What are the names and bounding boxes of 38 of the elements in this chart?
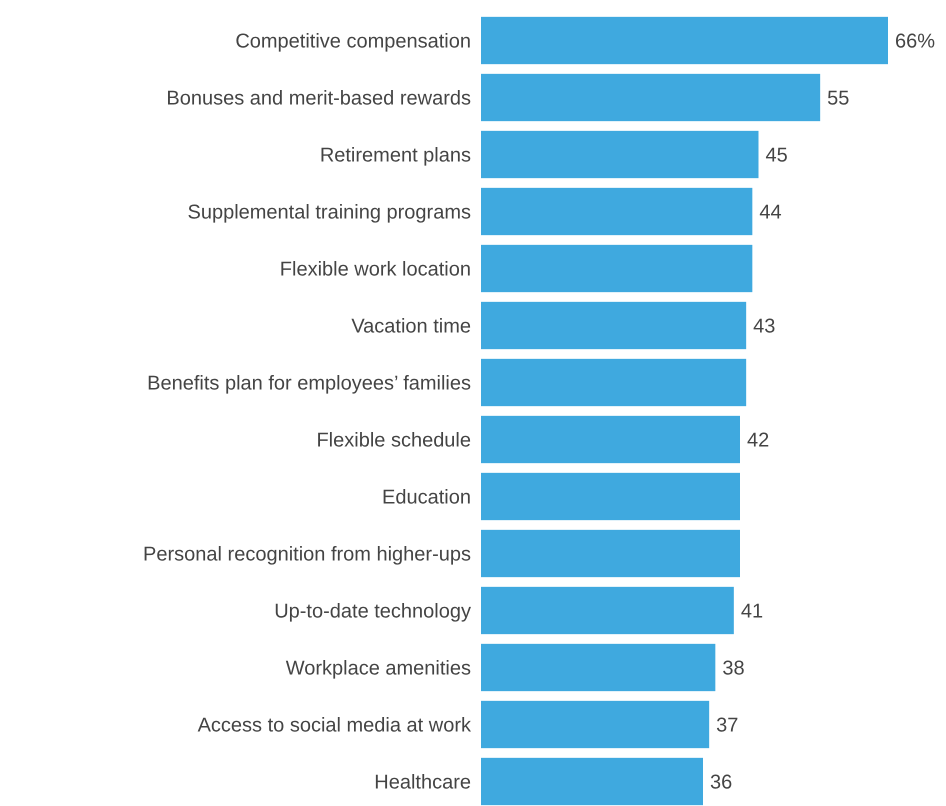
y-tick-label: Access to social media at work <box>198 714 472 736</box>
data-label: 37 <box>716 714 738 736</box>
bar <box>481 244 752 292</box>
bar <box>481 74 820 122</box>
data-label: 38 <box>722 657 745 680</box>
y-tick-label: Retirement plans <box>320 144 471 167</box>
data-label: 66% <box>895 30 936 53</box>
data-label: 44 <box>759 202 782 224</box>
bar <box>481 416 740 464</box>
y-tick-label: Competitive compensation <box>235 30 471 53</box>
y-tick-label: Supplemental training programs <box>188 202 471 224</box>
y-tick-label: Benefits plan for employees’ families <box>147 372 471 394</box>
bar <box>481 700 710 748</box>
bar <box>481 530 740 578</box>
bar <box>481 644 716 692</box>
bar <box>481 758 703 806</box>
data-label: 41 <box>740 600 764 622</box>
bar <box>481 472 740 520</box>
data-label: 45 <box>766 144 788 167</box>
y-tick-label: Flexible schedule <box>316 430 471 452</box>
y-tick-label: Healthcare <box>374 771 471 794</box>
bar <box>481 16 888 64</box>
y-tick-label: Education <box>382 486 471 508</box>
y-tick-label: Workplace amenities <box>286 657 471 680</box>
y-tick-label: Bonuses and merit-based rewards <box>166 88 471 110</box>
data-label: 36 <box>710 771 732 794</box>
data-label: 43 <box>753 316 776 338</box>
y-tick-label: Personal recognition from higher-ups <box>143 544 471 566</box>
bar <box>481 188 752 236</box>
bar <box>481 586 734 634</box>
bar <box>481 358 746 406</box>
data-label: 55 <box>827 88 850 110</box>
data-label: 42 <box>747 430 770 452</box>
bar <box>481 130 758 178</box>
y-tick-label: Flexible work location <box>280 258 471 280</box>
y-tick-label: Up-to-date technology <box>274 600 471 622</box>
bar <box>481 302 746 350</box>
y-tick-label: Vacation time <box>351 316 471 338</box>
